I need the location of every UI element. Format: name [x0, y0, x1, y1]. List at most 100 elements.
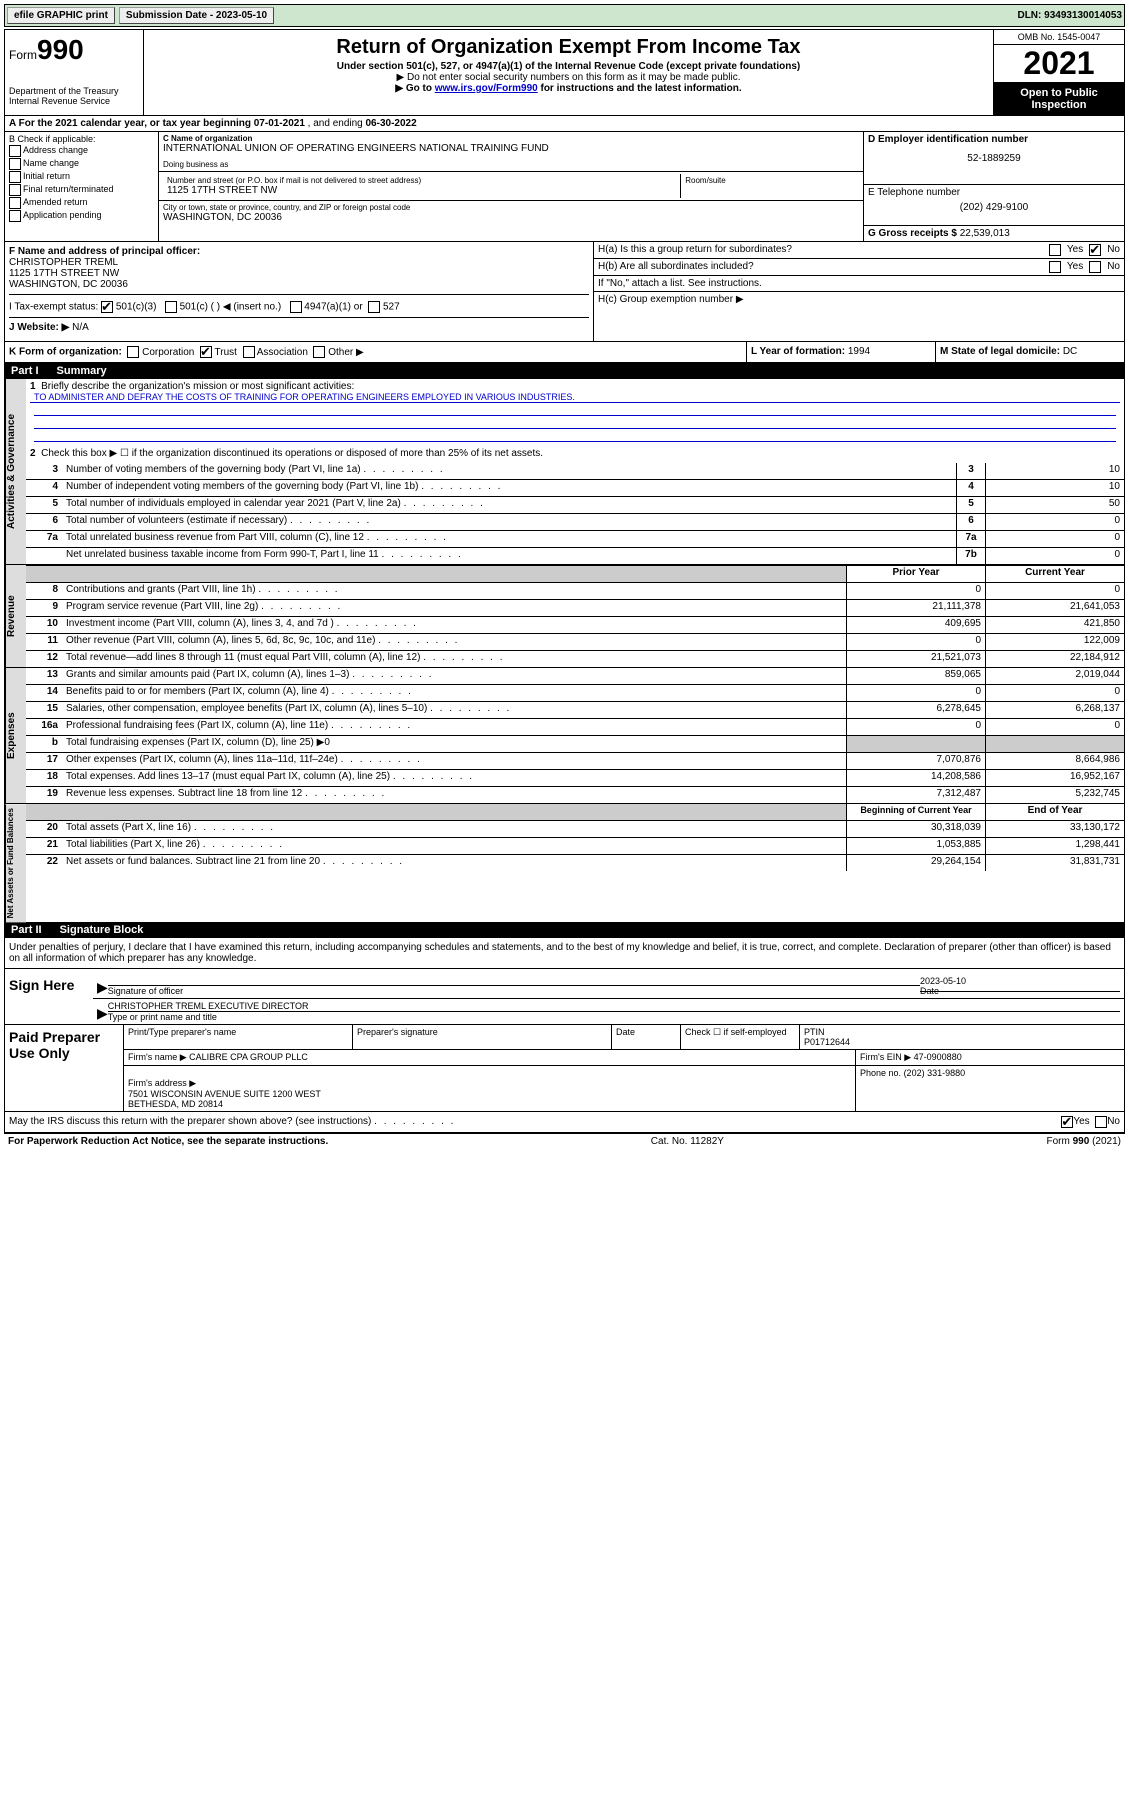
- summary-line: 4Number of independent voting members of…: [26, 480, 1124, 497]
- current-value: 8,664,986: [985, 753, 1124, 769]
- mission-line-blank-2: [34, 416, 1116, 429]
- line-num: 10: [26, 617, 62, 633]
- header-left: Form990 Department of the Treasury Inter…: [5, 30, 144, 115]
- line-box: 4: [956, 480, 985, 496]
- b-check-label: Address change: [23, 145, 88, 155]
- chk-501c3[interactable]: [101, 301, 113, 313]
- k-label: K Form of organization:: [9, 347, 122, 358]
- chk-501c[interactable]: [165, 301, 177, 313]
- current-value: 0: [985, 685, 1124, 701]
- efile-print-button[interactable]: efile GRAPHIC print: [7, 7, 115, 24]
- line-value: 10: [985, 480, 1124, 496]
- ha-no-label: No: [1107, 244, 1120, 256]
- city-state-zip: WASHINGTON, DC 20036: [163, 212, 859, 223]
- line-num: 3: [26, 463, 62, 479]
- room-cell: Room/suite: [681, 174, 859, 198]
- prior-value: 21,521,073: [846, 651, 985, 667]
- line-value: 0: [985, 548, 1124, 564]
- line-desc: Investment income (Part VIII, column (A)…: [62, 617, 846, 633]
- ha-yes[interactable]: [1049, 244, 1061, 256]
- b-checkbox[interactable]: [9, 145, 21, 157]
- governance-section: Activities & Governance 1 Briefly descri…: [5, 379, 1124, 564]
- k-checkbox[interactable]: [243, 346, 255, 358]
- current-value: 33,130,172: [985, 821, 1124, 837]
- firm-ein-cell: Firm's EIN ▶ 47-0900880: [856, 1050, 1124, 1065]
- submission-date-badge: Submission Date - 2023-05-10: [119, 7, 274, 24]
- summary-line: 15Salaries, other compensation, employee…: [26, 702, 1124, 719]
- line-num: b: [26, 736, 62, 752]
- b-checkbox[interactable]: [9, 197, 21, 209]
- deg-column: D Employer identification number 52-1889…: [863, 132, 1124, 241]
- b-check-item: Initial return: [9, 171, 154, 183]
- firm-phone: (202) 331-9880: [904, 1068, 966, 1078]
- summary-line: bTotal fundraising expenses (Part IX, co…: [26, 736, 1124, 753]
- street-address: 1125 17TH STREET NW: [167, 185, 676, 196]
- b-check-item: Final return/terminated: [9, 184, 154, 196]
- summary-line: 9Program service revenue (Part VIII, lin…: [26, 600, 1124, 617]
- b-checkbox[interactable]: [9, 210, 21, 222]
- discuss-label: May the IRS discuss this return with the…: [9, 1116, 371, 1127]
- j-row: J Website: ▶ N/A: [9, 318, 589, 337]
- period-end: 06-30-2022: [366, 118, 417, 129]
- ha-row: H(a) Is this a group return for subordin…: [594, 242, 1124, 259]
- chk-4947[interactable]: [290, 301, 302, 313]
- k-checkbox[interactable]: [313, 346, 325, 358]
- i-row: I Tax-exempt status: 501(c)(3) 501(c) ( …: [9, 297, 589, 318]
- revenue-body: Prior Year Current Year 8Contributions a…: [26, 565, 1124, 667]
- officer-sig-label: Signature of officer: [108, 986, 183, 996]
- hb-note-row: If "No," attach a list. See instructions…: [594, 276, 1124, 292]
- f-label: F Name and address of principal officer:: [9, 246, 200, 257]
- line-desc: Total fundraising expenses (Part IX, col…: [62, 736, 846, 752]
- b-checkbox[interactable]: [9, 171, 21, 183]
- current-value: 6,268,137: [985, 702, 1124, 718]
- discuss-no[interactable]: [1095, 1116, 1107, 1128]
- line-desc: Total revenue—add lines 8 through 11 (mu…: [62, 651, 846, 667]
- b-checks-column: B Check if applicable: Address changeNam…: [5, 132, 159, 241]
- period-mid: , and ending: [308, 118, 366, 129]
- officer-addr1: 1125 17TH STREET NW: [9, 268, 119, 279]
- b-checkbox[interactable]: [9, 184, 21, 196]
- k-checkbox[interactable]: [200, 346, 212, 358]
- line-desc: Contributions and grants (Part VIII, lin…: [62, 583, 846, 599]
- part1-title: Summary: [57, 365, 107, 377]
- k-cell: K Form of organization: Corporation Trus…: [5, 342, 746, 362]
- tax-period-line: A For the 2021 calendar year, or tax yea…: [5, 116, 1124, 132]
- bal-hdr-blank-desc: [62, 804, 846, 820]
- k-checkbox[interactable]: [127, 346, 139, 358]
- officer-name: CHRISTOPHER TREML: [9, 257, 118, 268]
- balance-hdr-row: Beginning of Current Year End of Year: [26, 804, 1124, 821]
- i-label: I Tax-exempt status:: [9, 302, 98, 313]
- line-num: [26, 548, 62, 564]
- prior-value: 21,111,378: [846, 600, 985, 616]
- end-year-hdr: End of Year: [985, 804, 1124, 820]
- b-check-item: Address change: [9, 145, 154, 157]
- chk-527[interactable]: [368, 301, 380, 313]
- open-inspection-badge: Open to Public Inspection: [994, 83, 1124, 115]
- c-column: C Name of organization INTERNATIONAL UNI…: [159, 132, 863, 241]
- ssn-note: ▶ Do not enter social security numbers o…: [148, 72, 989, 83]
- prior-year-hdr: Prior Year: [846, 566, 985, 582]
- hb-yes[interactable]: [1049, 261, 1061, 273]
- period-begin: 07-01-2021: [254, 118, 305, 129]
- i-opt3: 4947(a)(1) or: [304, 302, 362, 313]
- ha-no[interactable]: [1089, 244, 1101, 256]
- summary-line: 20Total assets (Part X, line 16) 30,318,…: [26, 821, 1124, 838]
- current-value: 5,232,745: [985, 787, 1124, 803]
- b-checkbox[interactable]: [9, 158, 21, 170]
- hb-label: H(b) Are all subordinates included?: [598, 261, 1043, 273]
- i-opt2: 501(c) ( ) ◀ (insert no.): [180, 302, 282, 313]
- ein-value: 52-1889259: [868, 153, 1120, 164]
- line-desc: Benefits paid to or for members (Part IX…: [62, 685, 846, 701]
- begin-year-hdr: Beginning of Current Year: [846, 804, 985, 820]
- line-value: 0: [985, 531, 1124, 547]
- line-desc: Salaries, other compensation, employee b…: [62, 702, 846, 718]
- e-phone-cell: E Telephone number (202) 429-9100: [864, 185, 1124, 226]
- vtab-expenses: Expenses: [5, 668, 26, 803]
- summary-line: 7aTotal unrelated business revenue from …: [26, 531, 1124, 548]
- instructions-link[interactable]: www.irs.gov/Form990: [435, 83, 538, 94]
- vtab-revenue: Revenue: [5, 565, 26, 667]
- hb-no[interactable]: [1089, 261, 1101, 273]
- form-subtitle: Under section 501(c), 527, or 4947(a)(1)…: [148, 61, 989, 72]
- discuss-yes[interactable]: [1061, 1116, 1073, 1128]
- prep-addr-row: Firm's address ▶ 7501 WISCONSIN AVENUE S…: [124, 1066, 1124, 1111]
